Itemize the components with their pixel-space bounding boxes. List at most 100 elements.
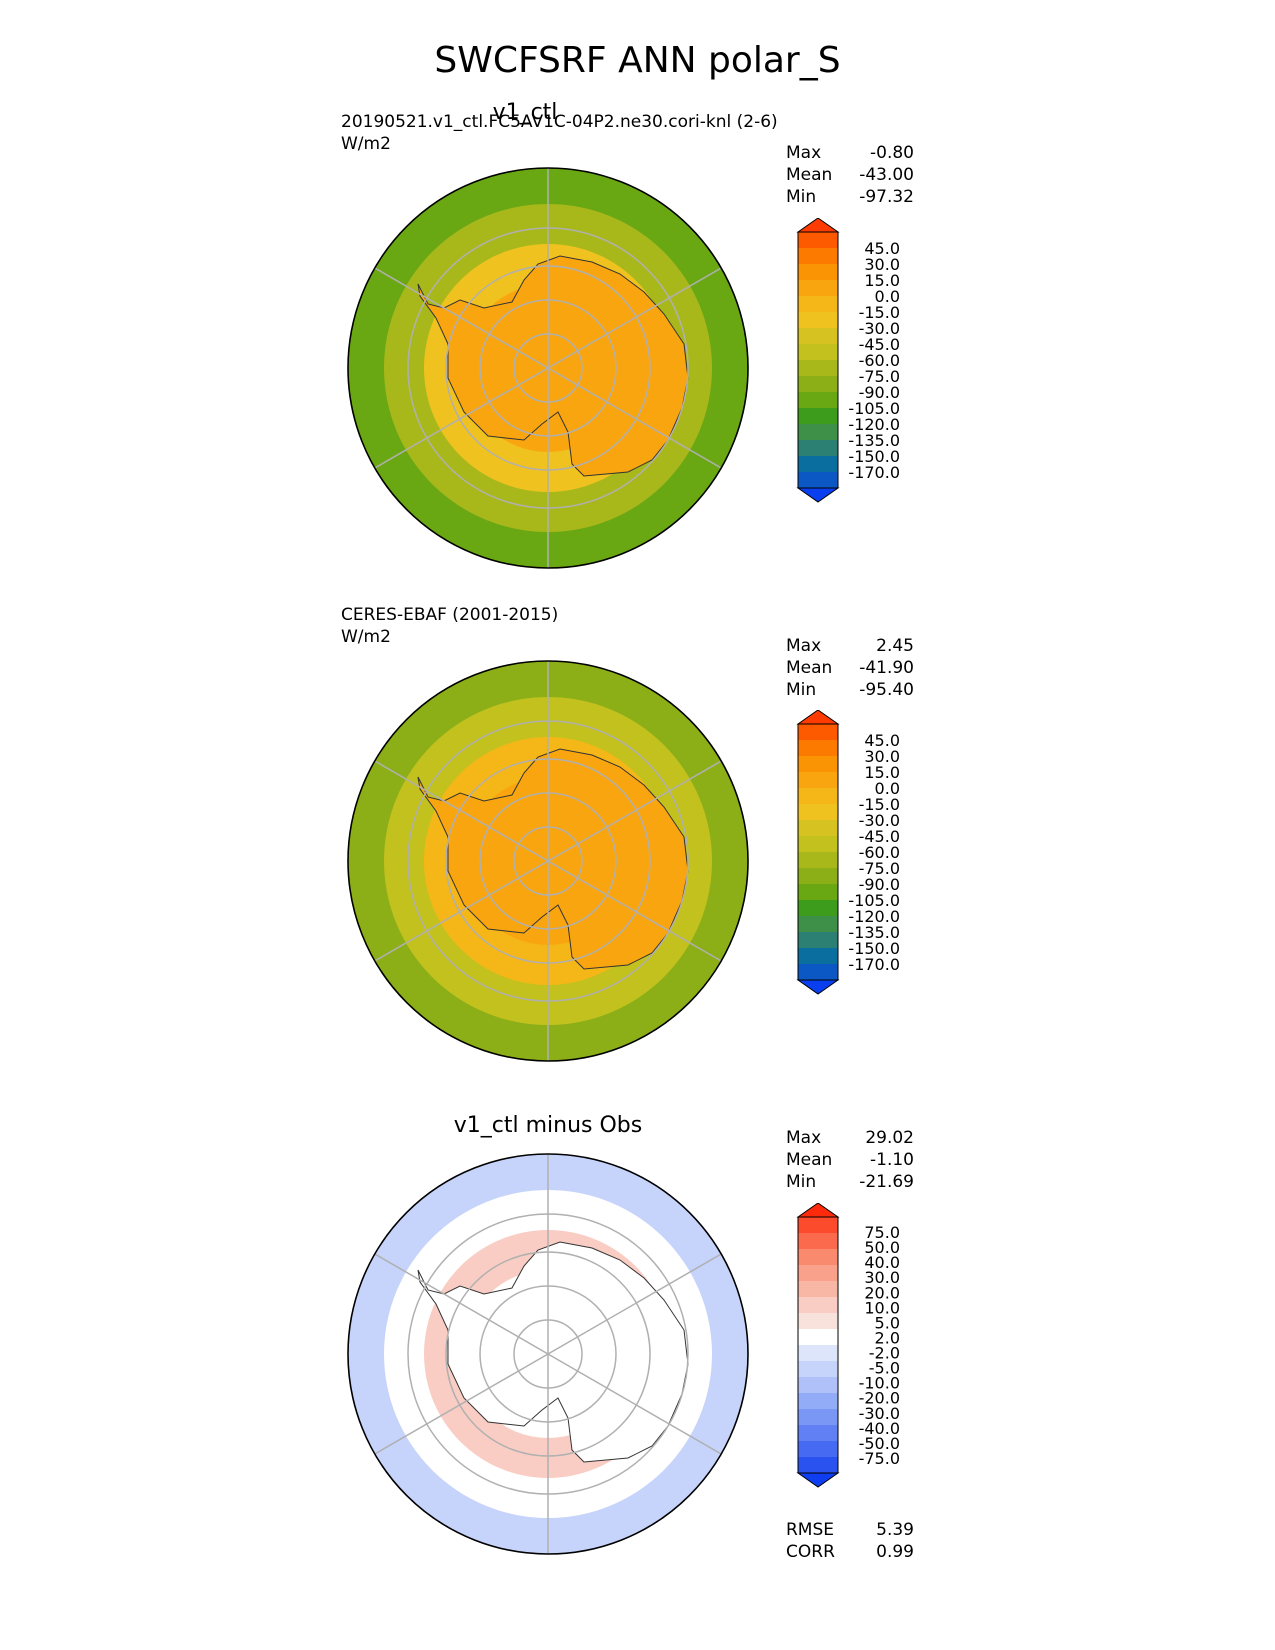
colorbar-tick-label: -60.0	[859, 351, 900, 370]
colorbar-tick-label: 0.0	[875, 287, 900, 306]
colorbar-bin	[798, 868, 838, 885]
colorbar-tick-label: 5.0	[875, 1313, 900, 1332]
longitude-line	[547, 860, 722, 962]
longitude-line	[374, 1353, 549, 1455]
colorbar-tick-label: -45.0	[859, 335, 900, 354]
colorbar-tick-label: -135.0	[848, 431, 900, 450]
colorbar-bin	[798, 424, 838, 441]
colorbar-bin	[798, 756, 838, 773]
colorbar-bin	[798, 456, 838, 473]
colorbar-tick-label: -10.0	[859, 1374, 900, 1393]
colorbar-bin	[798, 392, 838, 409]
colorbar-tick-label: -30.0	[859, 319, 900, 338]
panel-3-colorbar: 75.050.040.030.020.010.05.02.0-2.0-5.0-1…	[796, 1203, 900, 1488]
colorbar-bin	[798, 1393, 838, 1410]
colorbar-tick-label: -120.0	[848, 415, 900, 434]
panel-1-colorbar: 45.030.015.00.0-15.0-30.0-45.0-60.0-75.0…	[796, 218, 900, 503]
colorbar-tick-label: -105.0	[848, 399, 900, 418]
colorbar-bin	[798, 328, 838, 345]
colorbar-bin	[798, 360, 838, 377]
colorbar-bin	[798, 1377, 838, 1394]
colorbar-tick-label: -75.0	[859, 367, 900, 386]
panel-2-units: W/m2	[341, 627, 391, 647]
colorbar-tick-label: -40.0	[859, 1419, 900, 1438]
colorbar-tick-label: -5.0	[869, 1359, 900, 1378]
colorbar-tick-label: -135.0	[848, 923, 900, 942]
colorbar-tick-label: -60.0	[859, 843, 900, 862]
colorbar-bin	[798, 1217, 838, 1234]
longitude-line	[547, 1253, 722, 1355]
colorbar-bin	[798, 312, 838, 329]
colorbar-tick-label: 2.0	[875, 1328, 900, 1347]
panel-1-title: v1_ctl	[492, 100, 558, 125]
colorbar-tick-label: 75.0	[864, 1223, 900, 1242]
colorbar-tick-label: -75.0	[859, 859, 900, 878]
colorbar-bin	[798, 440, 838, 457]
colorbar-tick-label: -170.0	[848, 463, 900, 482]
colorbar-bin	[798, 248, 838, 265]
colorbar-bin	[798, 772, 838, 789]
panel-3-polar-map	[347, 1153, 749, 1555]
colorbar-bin	[798, 836, 838, 853]
colorbar-bin	[798, 1409, 838, 1426]
colorbar-tick-label: -170.0	[848, 955, 900, 974]
colorbar-extend-max	[796, 710, 840, 725]
panel-1-case-label: 20190521.v1_ctl.FC5AV1C-04P2.ne30.cori-k…	[341, 112, 778, 132]
colorbar-tick-label: -150.0	[848, 939, 900, 958]
longitude-line	[374, 860, 549, 962]
colorbar-bin	[798, 344, 838, 361]
colorbar-bin	[798, 1265, 838, 1282]
colorbar-tick-label: 15.0	[864, 271, 900, 290]
antarctica-coastline	[417, 1241, 689, 1463]
colorbar-tick-label: 40.0	[864, 1253, 900, 1272]
colorbar-tick-label: -120.0	[848, 907, 900, 926]
colorbar-bin	[798, 408, 838, 425]
colorbar-extend-max	[796, 1203, 840, 1218]
colorbar-bin	[798, 280, 838, 297]
colorbar-frame	[797, 1216, 839, 1474]
colorbar-bin	[798, 900, 838, 917]
colorbar-frame	[797, 231, 839, 489]
colorbar-tick-label: 50.0	[864, 1238, 900, 1257]
longitude-line	[374, 367, 549, 469]
panel-1-stat-mean: Mean -43.00	[786, 165, 914, 185]
colorbar-tick-label: -2.0	[869, 1344, 900, 1363]
antarctica-coastline	[417, 255, 689, 477]
panel-2-stat-min: Min -95.40	[786, 680, 914, 700]
colorbar-bin	[798, 264, 838, 281]
colorbar-tick-label: -30.0	[859, 811, 900, 830]
colorbar-tick-label: 20.0	[864, 1283, 900, 1302]
longitude-line	[374, 1253, 549, 1355]
colorbar-tick-label: 15.0	[864, 763, 900, 782]
colorbar-bin	[798, 932, 838, 949]
panel-1-units: W/m2	[341, 134, 391, 154]
colorbar-bin	[798, 1345, 838, 1362]
colorbar-tick-label: 0.0	[875, 779, 900, 798]
colorbar-tick-label: -90.0	[859, 383, 900, 402]
colorbar-bin	[798, 916, 838, 933]
colorbar-tick-label: 30.0	[864, 747, 900, 766]
colorbar-bin	[798, 376, 838, 393]
colorbar-bin	[798, 232, 838, 249]
colorbar-tick-label: -105.0	[848, 891, 900, 910]
colorbar-bin	[798, 884, 838, 901]
panel-1-stat-min: Min -97.32	[786, 187, 914, 207]
colorbar-extend-min	[796, 1472, 840, 1488]
colorbar-bin	[798, 1313, 838, 1330]
colorbar-bin	[798, 1249, 838, 1266]
colorbar-tick-label: 45.0	[864, 731, 900, 750]
colorbar-bin	[798, 1297, 838, 1314]
colorbar-bin	[798, 1441, 838, 1458]
map-boundary	[347, 660, 749, 1062]
colorbar-bin	[798, 1457, 838, 1474]
longitude-line	[547, 367, 722, 469]
panel-2-stat-max: Max 2.45	[786, 636, 914, 656]
panel-2-stat-mean: Mean -41.90	[786, 658, 914, 678]
colorbar-bin	[798, 948, 838, 965]
colorbar-frame	[797, 723, 839, 981]
colorbar-bin	[798, 1233, 838, 1250]
colorbar-tick-label: 45.0	[864, 239, 900, 258]
longitude-line	[547, 760, 722, 862]
colorbar-tick-label: -90.0	[859, 875, 900, 894]
panel-1-stat-max: Max -0.80	[786, 143, 914, 163]
